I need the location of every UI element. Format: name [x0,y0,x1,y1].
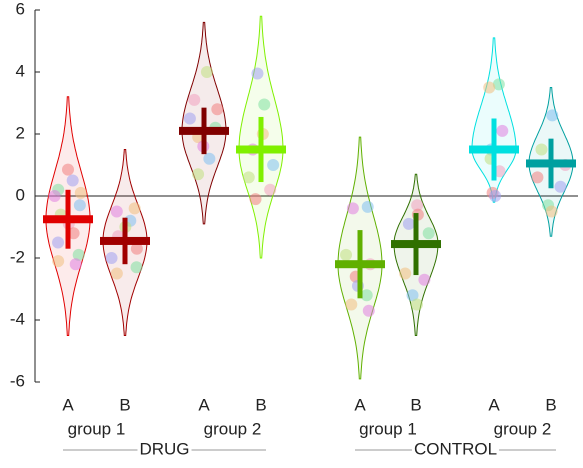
data-point [406,289,419,302]
x-tick-label: A [198,395,210,414]
data-point [200,66,213,78]
x-tick-label: B [545,395,556,414]
data-point [258,98,271,111]
data-point [410,298,423,311]
data-point [105,252,118,264]
mean-bar [100,236,150,245]
data-point [360,289,373,302]
x-tick-label: B [410,395,421,414]
y-tick-label: -6 [10,371,25,390]
mean-bar [179,126,229,135]
data-point [345,298,358,311]
group-label: group 1 [359,419,417,438]
data-point [489,190,502,202]
y-tick-label: 0 [16,185,25,204]
y-tick-label: -2 [10,247,25,266]
data-point [264,183,277,196]
data-point [251,67,264,80]
data-point [110,267,123,280]
data-point [128,202,141,215]
group-label: group 2 [494,419,552,438]
mean-bar [526,159,576,168]
data-point [346,202,359,215]
data-point [67,227,80,240]
data-point [192,168,205,181]
group-label: group 1 [68,419,126,438]
data-point [74,186,87,199]
data-point [62,163,74,176]
data-point [242,171,255,184]
data-point [130,261,143,274]
data-point [402,217,415,230]
data-point [535,143,548,156]
y-tick-label: 6 [16,0,25,18]
data-point [72,248,85,261]
x-tick-label: B [119,395,130,414]
data-point [52,236,65,249]
mean-bar [335,260,385,269]
x-tick-label: B [255,395,266,414]
data-point [69,258,82,271]
data-point [411,199,424,212]
supergroup-label: CONTROL [414,439,497,458]
mean-bar [391,240,441,249]
data-point [267,159,280,171]
data-point [183,112,196,125]
data-point [362,304,375,317]
data-point [422,227,435,240]
data-point [249,193,262,206]
data-point [483,81,496,94]
x-tick-label: A [62,395,74,414]
data-point [496,124,509,137]
data-point [110,205,123,218]
mean-bar [236,145,286,154]
supergroup-label: DRUG [139,439,189,458]
data-point [340,248,353,261]
data-point [399,267,412,280]
data-point [492,78,505,91]
data-point [554,180,567,193]
data-point [188,93,201,106]
group-label: group 2 [204,419,262,438]
data-point [211,103,224,116]
label-bg [137,439,192,459]
data-point [546,109,559,122]
data-point [203,152,216,165]
data-point [66,174,79,187]
data-point [418,273,431,286]
x-tick-label: A [488,395,500,414]
x-tick-label: A [354,395,366,414]
y-tick-label: -4 [10,309,25,328]
mean-bar [43,215,93,224]
data-point [545,205,558,218]
y-tick-label: 2 [16,123,25,142]
data-point [531,171,544,184]
data-point [493,165,506,178]
data-point [130,242,143,255]
data-point [52,255,65,268]
data-point [73,199,86,212]
mean-bar [469,145,519,154]
label-bg [411,439,500,459]
y-tick-label: 4 [16,61,25,80]
data-point [48,190,61,202]
data-point [361,200,374,213]
